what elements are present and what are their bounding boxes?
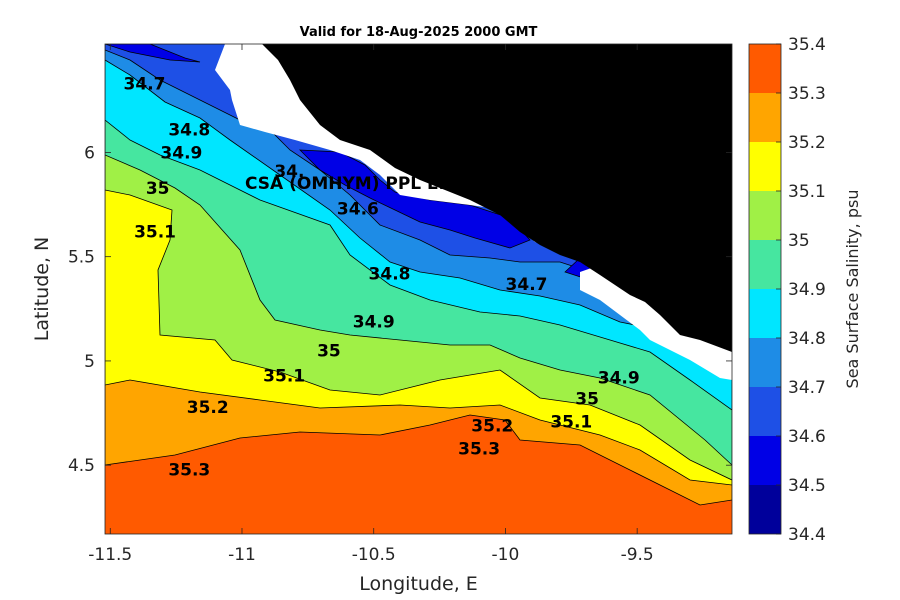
x-tick-label: -11.5	[88, 545, 132, 565]
x-tick-label: -9.5	[621, 545, 654, 565]
x-tick-label: -10	[492, 545, 520, 565]
plot-frame	[104, 43, 733, 535]
colorbar-segment	[749, 387, 781, 436]
region-band-34-5-34-6	[298, 149, 531, 249]
station-label: CSA (OMHYM) PPL EB	[245, 174, 452, 194]
contour-labels: 34.734.834.93535.134.34.634.834.734.9353…	[124, 75, 640, 481]
x-axis: -11.5 -11 -10.5 -10 -9.5	[88, 44, 654, 565]
colorbar-label: Sea Surface Salinity, psu	[843, 190, 862, 389]
colorbar-tick-label: 34.4	[788, 525, 826, 545]
contour-label: 35.3	[458, 440, 500, 460]
colorbar-tick-label: 35.3	[788, 84, 826, 104]
contour-label: 35	[146, 179, 170, 199]
station-star-icon	[419, 156, 444, 180]
contour-label: 34.8	[168, 120, 210, 140]
colorbar-segment	[749, 93, 781, 142]
contour-label: 34.9	[160, 143, 202, 163]
contour-label: 34.6	[337, 200, 379, 220]
contour-label: 34.8	[369, 264, 411, 284]
y-tick-label: 6	[84, 143, 95, 163]
colorbar-tick-label: 34.8	[788, 329, 826, 349]
contour-label: 34.9	[598, 369, 640, 389]
colorbar-segment	[749, 485, 781, 534]
colorbar-tick-label: 34.5	[788, 476, 826, 496]
contour-label: 35	[575, 389, 599, 409]
y-tick-label: 5	[84, 352, 95, 372]
y-tick-label: 5.5	[68, 248, 95, 268]
colorbar-tick-label: 35.1	[788, 182, 826, 202]
chart-title: Valid for 18-Aug-2025 2000 GMT	[300, 25, 538, 40]
contour-label: 35.2	[471, 417, 513, 437]
y-axis: 4.5 5 5.5 6	[68, 143, 732, 476]
colorbar-tick-label: 34.9	[788, 280, 826, 300]
contour-label: 34.9	[353, 312, 395, 332]
colorbar: 34.4 34.5 34.6 34.7 34.8 34.9 35 35.1 35.2 35.3 35…	[748, 35, 826, 545]
contour-label: 34.	[274, 162, 304, 182]
contour-label: 34.7	[124, 75, 166, 95]
colorbar-segment	[749, 44, 781, 93]
colorbar-tick-label: 35.2	[788, 133, 826, 153]
colorbar-tick-label: 34.7	[788, 378, 826, 398]
contour-label: 34.7	[506, 275, 548, 295]
contour-label: 35.3	[168, 460, 210, 480]
contour-label: 35	[317, 342, 341, 362]
y-tick-label: 4.5	[68, 456, 95, 476]
colorbar-tick-label: 34.6	[788, 427, 826, 447]
land-mass	[262, 44, 732, 352]
x-axis-label: Longitude, E	[359, 573, 478, 595]
plot-area	[104, 43, 733, 535]
colorbar-segment	[749, 289, 781, 338]
colorbar-segment	[749, 338, 781, 387]
region-band-34-5-34-6-north	[105, 44, 201, 63]
colorbar-tick-label: 35.4	[788, 35, 826, 55]
x-tick-label: -10.5	[352, 545, 396, 565]
contour-label: 35.1	[134, 223, 176, 243]
y-axis-label: Latitude, N	[31, 237, 53, 342]
contour-label: 35.2	[187, 398, 229, 418]
colorbar-segment	[749, 240, 781, 289]
contour-label: 35.1	[263, 367, 305, 387]
colorbar-segment	[749, 191, 781, 240]
x-tick-label: -11	[228, 545, 256, 565]
colorbar-segment	[749, 142, 781, 191]
station-layer: CSA (OMHYM) PPL EB	[245, 156, 452, 194]
colorbar-segment	[749, 436, 781, 485]
colorbar-tick-label: 35	[788, 231, 810, 251]
contour-label: 35.1	[550, 412, 592, 432]
